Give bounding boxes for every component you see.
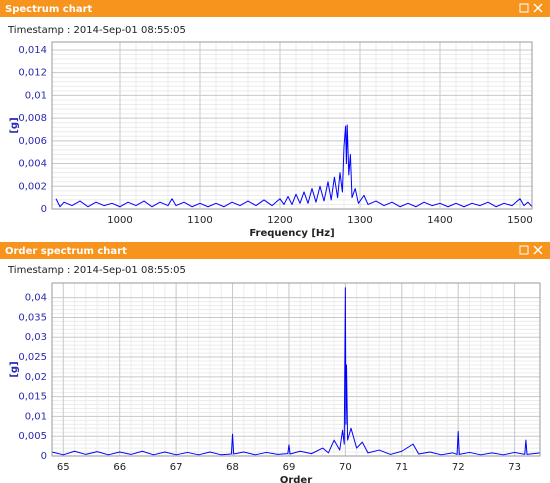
plot-area xyxy=(51,41,533,210)
y-tick-label: 0,03 xyxy=(25,332,47,343)
y-tick-label: 0,005 xyxy=(18,431,47,442)
x-tick-label: 65 xyxy=(57,462,70,473)
spectrum-line xyxy=(55,124,533,208)
y-tick-label: 0,002 xyxy=(18,181,47,192)
x-tick-label: 1000 xyxy=(107,215,132,226)
x-axis-title: Frequency [Hz] xyxy=(249,228,334,239)
y-tick-label: 0,015 xyxy=(18,392,47,403)
plot-frame xyxy=(51,282,541,457)
x-axis-title: Order xyxy=(280,475,312,483)
x-tick-label: 72 xyxy=(452,462,465,473)
panel-title: Order spectrum chart xyxy=(5,246,127,257)
y-tick-label: 0 xyxy=(41,451,47,462)
y-tick-label: 0,02 xyxy=(25,372,47,383)
x-tick-label: 70 xyxy=(339,462,352,473)
y-tick-label: 0 xyxy=(41,204,47,215)
panel-title: Spectrum chart xyxy=(5,4,93,15)
timestamp: Timestamp : 2014-Sep-01 08:55:05 xyxy=(7,25,186,36)
x-tick-label: 71 xyxy=(395,462,408,473)
y-tick-label: 0,035 xyxy=(18,312,47,323)
y-tick-label: 0,006 xyxy=(18,136,47,147)
y-tick-label: 0,012 xyxy=(18,68,47,79)
panel-header xyxy=(0,242,550,259)
y-tick-label: 0,01 xyxy=(25,90,47,101)
y-axis-title: [g] xyxy=(9,117,20,133)
y-tick-label: 0,004 xyxy=(18,159,47,170)
x-tick-label: 1400 xyxy=(427,215,452,226)
x-tick-label: 1300 xyxy=(347,215,372,226)
plot-frame xyxy=(51,41,533,210)
timestamp: Timestamp : 2014-Sep-01 08:55:05 xyxy=(7,265,186,276)
y-tick-label: 0,014 xyxy=(18,45,47,56)
y-tick-label: 0,008 xyxy=(18,113,47,124)
x-tick-label: 68 xyxy=(226,462,239,473)
panel-header xyxy=(0,0,550,17)
y-axis-title: [g] xyxy=(9,361,20,377)
spectrum-line xyxy=(51,287,541,456)
close-button[interactable] xyxy=(533,245,543,255)
y-tick-label: 0,01 xyxy=(25,411,47,422)
y-tick-label: 0,025 xyxy=(18,352,47,363)
y-tick-label: 0,04 xyxy=(25,293,47,304)
x-tick-label: 73 xyxy=(508,462,521,473)
x-tick-label: 1200 xyxy=(267,215,292,226)
x-tick-label: 66 xyxy=(113,462,126,473)
maximize-button[interactable] xyxy=(519,3,529,13)
plot-area xyxy=(51,282,541,457)
close-button[interactable] xyxy=(533,3,543,13)
maximize-button[interactable] xyxy=(519,245,529,255)
x-tick-label: 67 xyxy=(170,462,183,473)
x-tick-label: 1500 xyxy=(507,215,532,226)
x-tick-label: 69 xyxy=(283,462,296,473)
x-tick-label: 1100 xyxy=(187,215,212,226)
